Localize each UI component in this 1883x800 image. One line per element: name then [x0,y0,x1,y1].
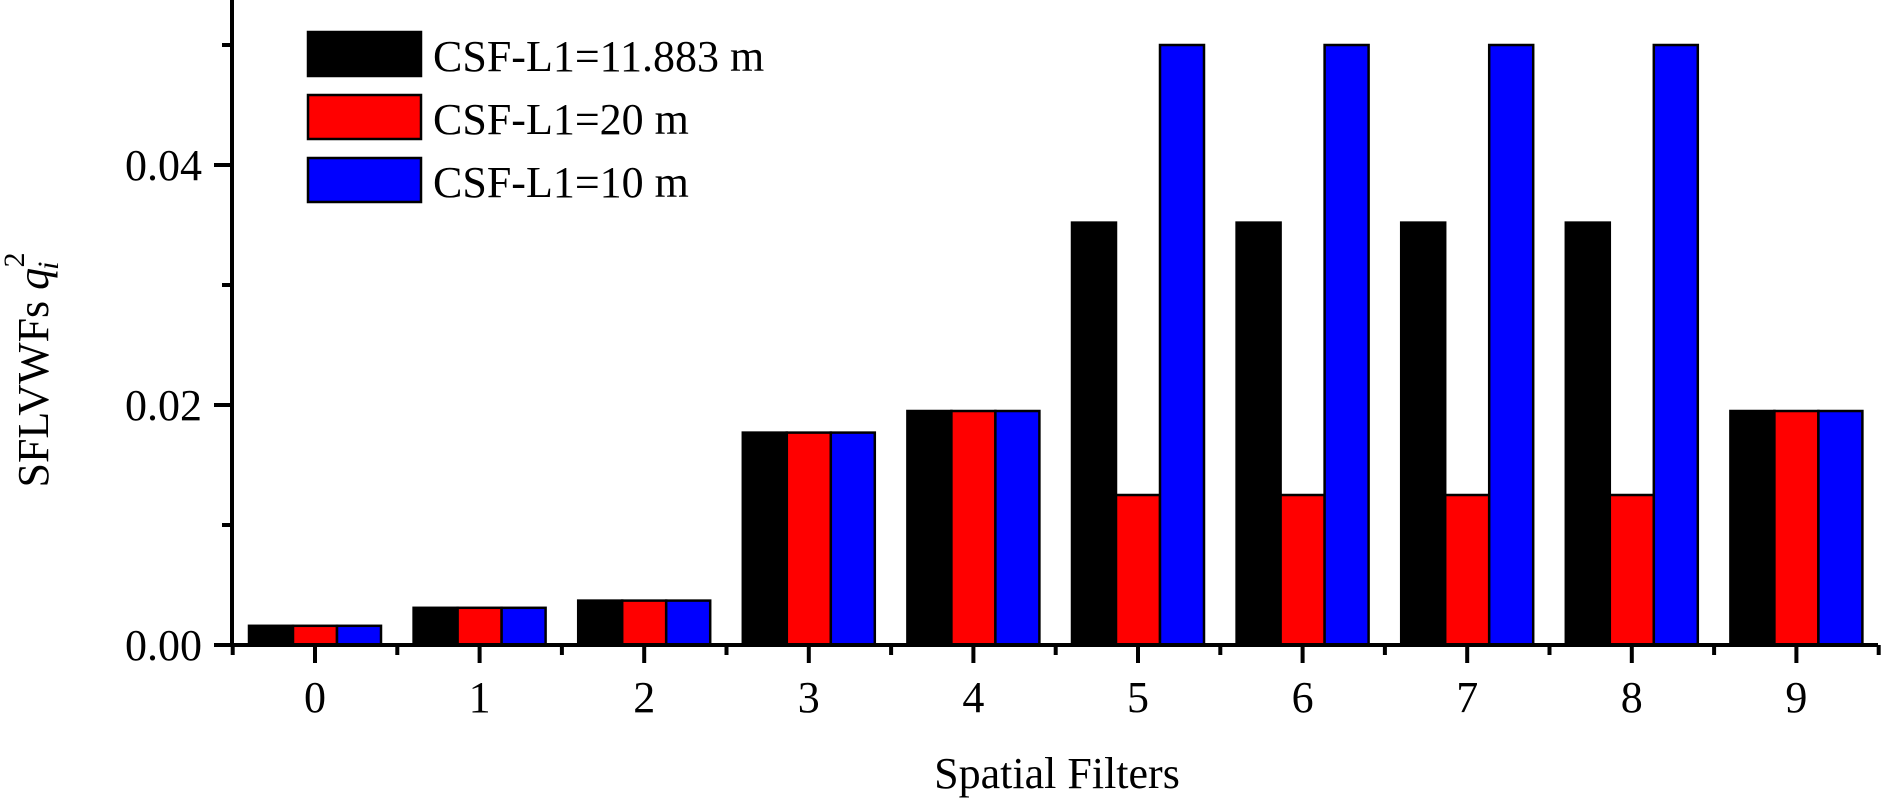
bar-series-group [247,43,1864,647]
bar [1487,43,1535,647]
bar-group-7 [1399,43,1535,647]
bar [247,624,295,647]
legend-item: CSF-L1=10 m [306,156,689,207]
legend-item: CSF-L1=20 m [306,93,689,144]
bar [1817,409,1864,647]
bar [906,409,953,647]
bar [950,409,997,647]
legend-label: CSF-L1=11.883 m [433,32,764,81]
bar-group-1 [412,606,547,647]
bar [829,431,877,647]
x-axis-title: Spatial Filters [934,749,1180,798]
bar [291,624,339,647]
bar-group-0 [247,624,383,647]
bar-group-2 [576,599,712,647]
bar [620,599,668,647]
y-axis-title-var: q [9,268,58,290]
legend-item: CSF-L1=11.883 m [306,30,764,81]
legend: CSF-L1=11.883 m CSF-L1=20 m CSF-L1=10 m [306,30,764,207]
y-axis-title-sub: i [32,261,65,269]
x-tick-label: 1 [469,673,491,722]
x-tick-label: 9 [1785,673,1807,722]
legend-swatch [306,93,423,141]
bar [1399,221,1447,647]
y-axis-title-main: SFLVWFs [9,290,58,488]
x-tick-label: 0 [304,673,326,722]
bar [1729,409,1776,647]
y-axis-title: SFLVWFs qi2 [0,252,65,487]
x-tick-label: 5 [1127,673,1149,722]
bar [412,606,459,647]
y-tick-label: 0.00 [125,621,202,670]
bar [1323,43,1370,647]
bar [664,599,712,647]
legend-swatch [306,30,423,78]
bar-group-8 [1564,43,1700,647]
bar [456,606,503,647]
y-tick-label: 0.02 [125,381,202,430]
bar [1158,43,1206,647]
bar [576,599,624,647]
bar [1279,493,1326,647]
bar-group-3 [741,431,877,647]
x-tick-label: 7 [1456,673,1478,722]
bar-group-5 [1070,43,1206,647]
bar [500,606,547,647]
bar-group-9 [1729,409,1864,647]
bar [1564,221,1612,647]
bar [1773,409,1820,647]
x-tick-label: 2 [633,673,655,722]
x-tick-label: 4 [962,673,984,722]
x-tick-label: 8 [1621,673,1643,722]
bar [1608,493,1656,647]
bar [1235,221,1282,647]
bar [1652,43,1700,647]
x-tick-label: 3 [798,673,820,722]
legend-label: CSF-L1=20 m [433,95,689,144]
bar [741,431,789,647]
x-tick-label: 6 [1292,673,1314,722]
axes: 0.00 0.02 0.04 0 1 2 3 4 5 6 7 8 9 [125,0,1881,722]
legend-swatch [306,156,423,204]
y-tick-label: 0.04 [125,141,202,190]
bar [1070,221,1118,647]
y-axis-title-sup: 2 [0,252,31,267]
bar [994,409,1041,647]
bar [1114,493,1162,647]
legend-label: CSF-L1=10 m [433,158,689,207]
bar [785,431,833,647]
bar-group-6 [1235,43,1370,647]
bar [1443,493,1491,647]
bar-group-4 [906,409,1041,647]
bar [335,624,383,647]
svg-text:SFLVWFs qi2: SFLVWFs qi2 [0,252,65,487]
